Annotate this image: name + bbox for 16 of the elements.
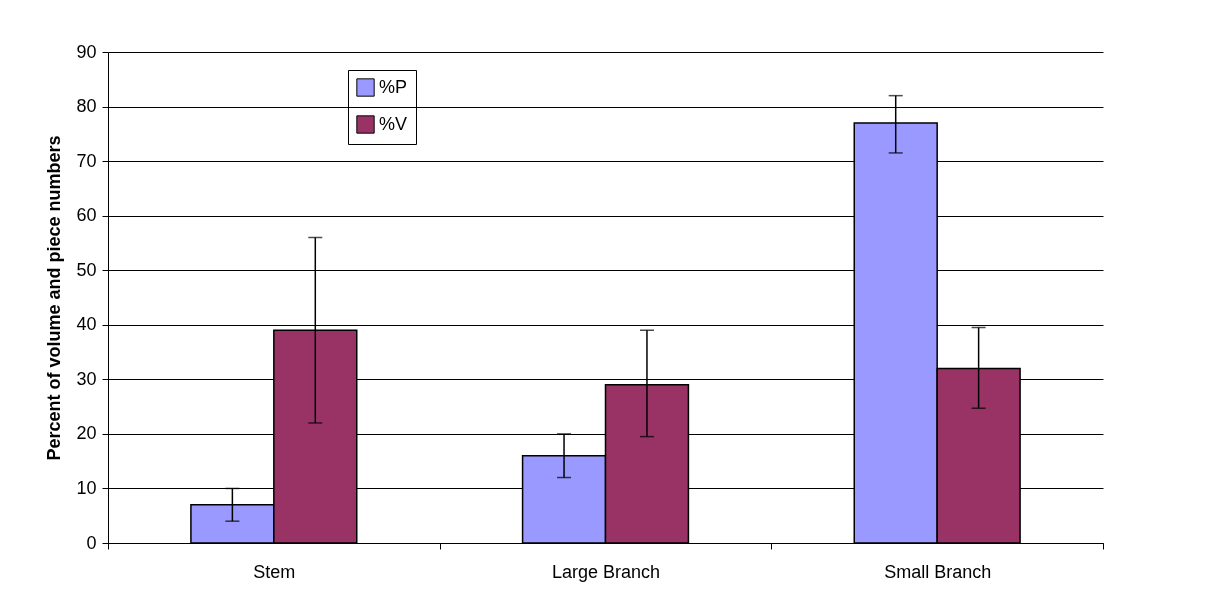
y-tick-label: 70 bbox=[76, 150, 97, 171]
x-tick-label: Small Branch bbox=[884, 561, 992, 582]
x-tick-label: Stem bbox=[253, 561, 296, 582]
y-tick-label: 30 bbox=[76, 368, 97, 389]
y-tick-label: 20 bbox=[76, 423, 97, 444]
y-tick-label: 0 bbox=[86, 532, 97, 553]
y-tick-label: 80 bbox=[76, 96, 97, 117]
y-tick-label: 90 bbox=[76, 41, 97, 62]
y-tick-label: 40 bbox=[76, 314, 97, 335]
legend-label: %V bbox=[379, 113, 408, 134]
y-tick-label: 50 bbox=[76, 259, 97, 280]
y-tick-label: 60 bbox=[76, 205, 97, 226]
x-tick-label: Large Branch bbox=[551, 561, 661, 582]
y-axis-title: Percent of volume and piece numbers bbox=[44, 135, 65, 461]
y-tick-label: 10 bbox=[76, 477, 97, 498]
legend-label: %P bbox=[379, 76, 408, 97]
